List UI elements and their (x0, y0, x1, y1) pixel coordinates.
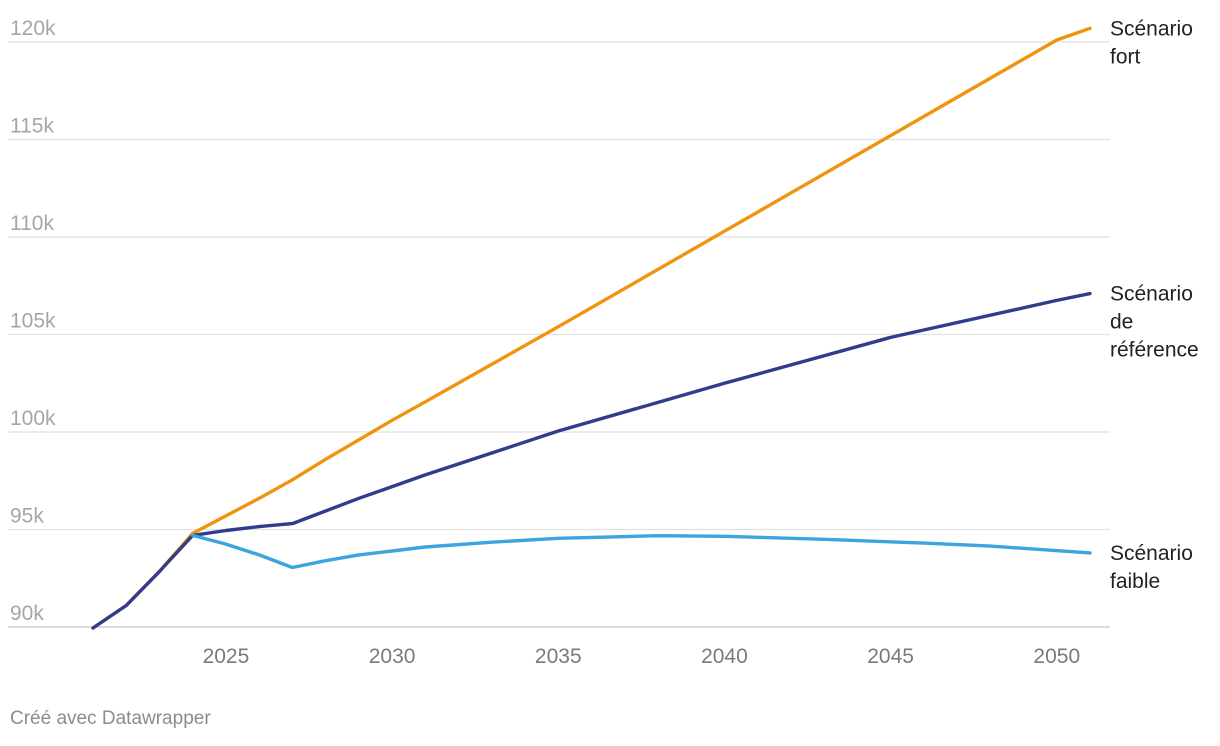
y-tick-label: 105k (10, 310, 56, 333)
x-tick-label: 2045 (867, 645, 914, 668)
series-label: Scénario fort (1110, 17, 1193, 68)
x-tick-label: 2050 (1033, 645, 1080, 668)
credit-text: Créé avec Datawrapper (10, 708, 211, 729)
y-tick-label: 95k (10, 505, 44, 528)
series-label: Scénario de référence (1110, 283, 1199, 362)
x-tick-label: 2030 (369, 645, 416, 668)
series-lines (91, 26, 1092, 630)
x-tick-label: 2035 (535, 645, 582, 668)
x-axis-ticks: 2025 2030 2035 2040 2045 2050 (203, 645, 1081, 668)
series-labels: Scénario fort Scénario de référence Scénario f… (1110, 17, 1199, 593)
y-tick-label: 90k (10, 602, 44, 625)
y-tick-label: 110k (10, 212, 54, 235)
y-axis-ticks: 90k 95k 100k 105k 110k 115k 120k (10, 17, 56, 625)
y-tick-label: 100k (10, 407, 56, 430)
series-line (91, 291, 1092, 630)
series-line (190, 533, 1092, 570)
y-tick-label: 120k (10, 17, 56, 40)
x-tick-label: 2025 (203, 645, 250, 668)
series-label: Scénario faible (1110, 542, 1193, 593)
x-tick-label: 2040 (701, 645, 748, 668)
y-tick-label: 115k (10, 115, 54, 138)
